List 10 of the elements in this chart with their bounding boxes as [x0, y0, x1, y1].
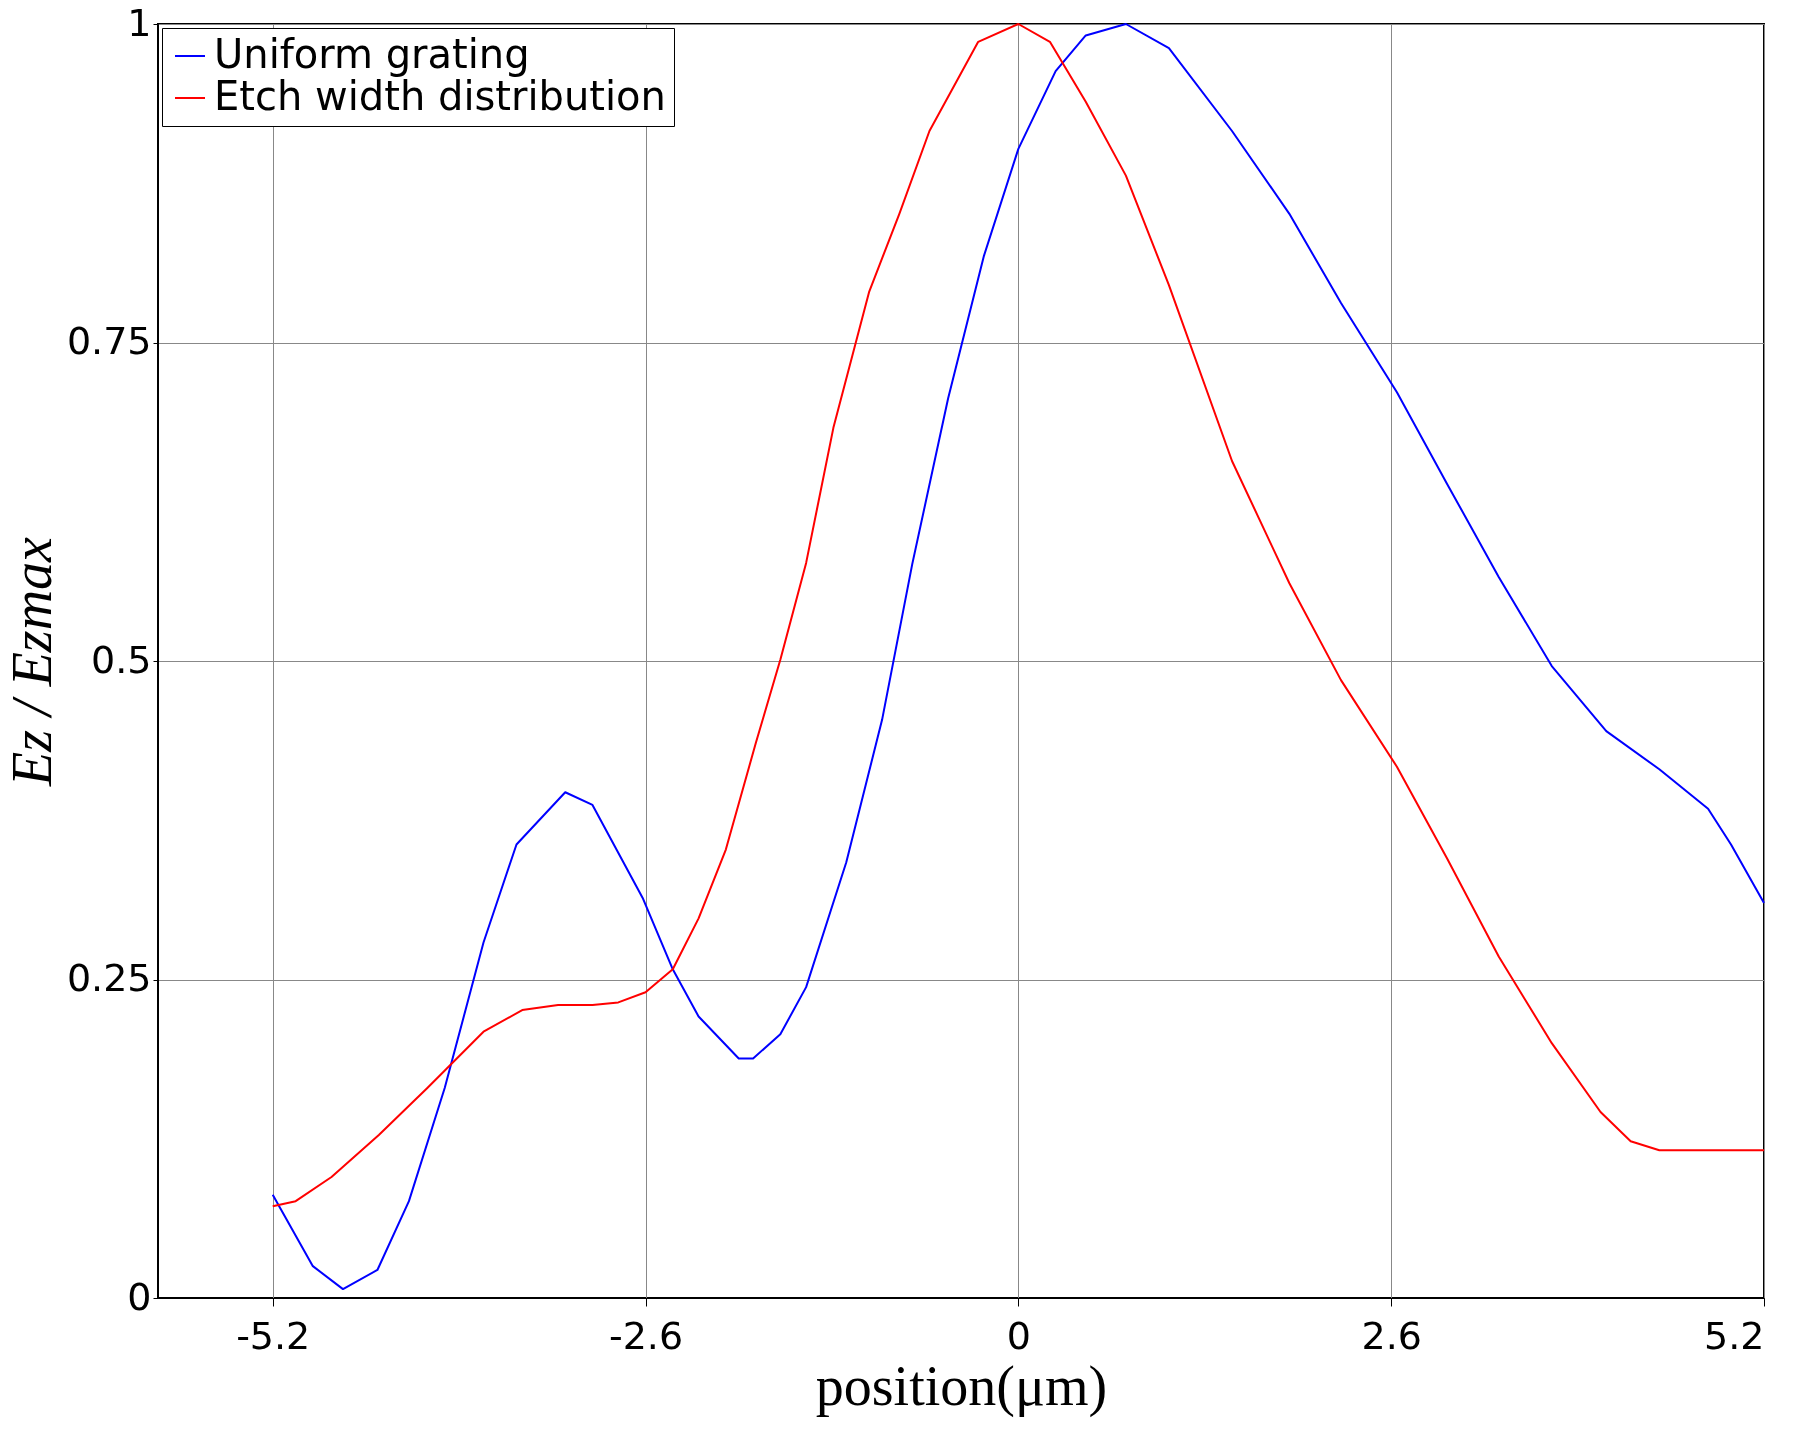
- y-axis-title: Ez / Ezmax: [0, 536, 63, 787]
- x-tick-label: 2.6: [1361, 1313, 1422, 1358]
- x-tick-label: 5.2: [1704, 1313, 1765, 1358]
- x-tick-label: -2.6: [608, 1313, 684, 1358]
- y-tick-label: 0.5: [91, 637, 152, 682]
- y-tick-label: 1: [127, 0, 152, 45]
- y-tick-label: 0: [127, 1274, 152, 1319]
- y-tick-label: 0.25: [66, 956, 152, 1000]
- y-tick-label: 0.75: [66, 319, 152, 363]
- x-tick-label: -5.2: [236, 1313, 311, 1358]
